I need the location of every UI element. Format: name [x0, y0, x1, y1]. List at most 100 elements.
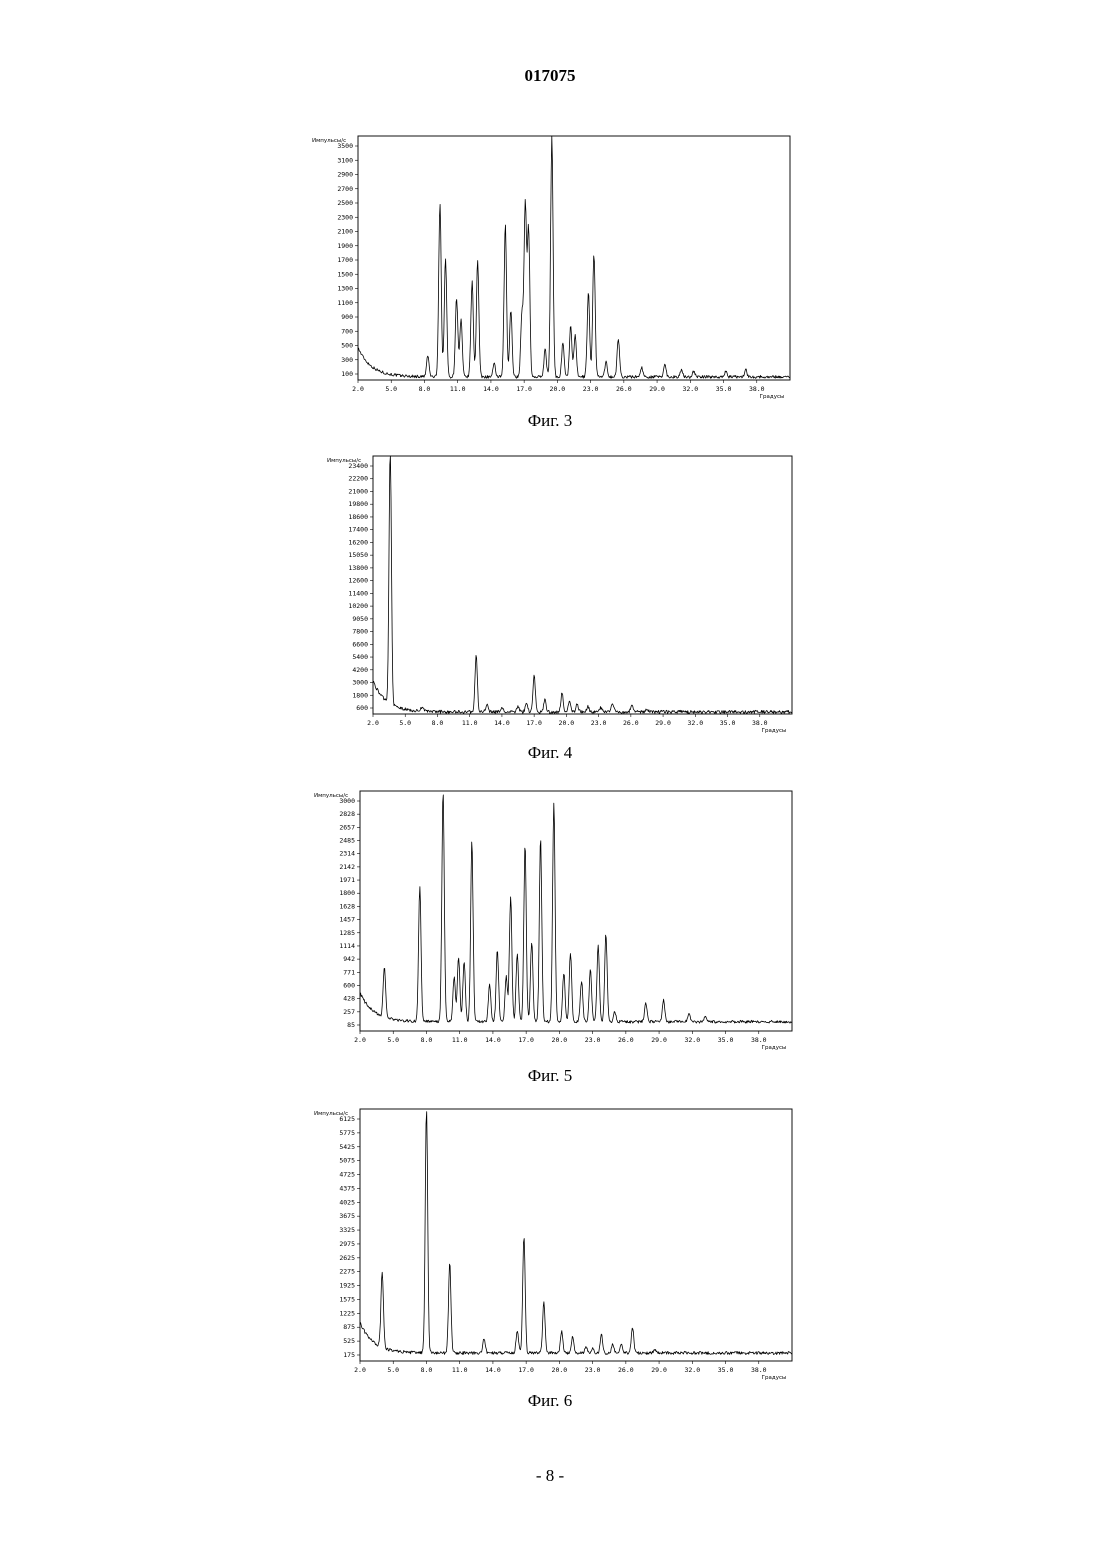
x-tick-label: 26.0	[618, 1036, 634, 1044]
x-tick-label: 20.0	[559, 719, 575, 727]
x-tick-label: 20.0	[552, 1036, 568, 1044]
y-tick-label: 2657	[339, 823, 355, 831]
figure-6-caption: Фиг. 6	[0, 1391, 1100, 1411]
y-tick-label: 21000	[348, 487, 368, 495]
x-tick-label: 20.0	[552, 1366, 568, 1374]
y-tick-label: 1700	[337, 256, 353, 264]
y-tick-label: 1100	[337, 299, 353, 307]
y-tick-label: 2700	[337, 185, 353, 193]
x-tick-label: 26.0	[618, 1366, 634, 1374]
y-tick-label: 257	[343, 1008, 355, 1016]
x-tick-label: 35.0	[718, 1366, 734, 1374]
y-tick-label: 13800	[348, 564, 368, 572]
x-tick-label: 11.0	[452, 1366, 468, 1374]
y-tick-label: 18600	[348, 513, 368, 521]
x-tick-label: 38.0	[751, 1036, 767, 1044]
xrd-figure-6: Импульсы/с612557755425507547254375402536…	[300, 1103, 800, 1398]
y-tick-label: 2500	[337, 199, 353, 207]
xrd-figure-3: Импульсы/с350031002900270025002300210019…	[300, 130, 800, 415]
y-tick-label: 2625	[339, 1254, 355, 1262]
y-tick-label: 11400	[348, 589, 368, 597]
y-tick-label: 428	[343, 995, 355, 1003]
x-tick-label: 35.0	[720, 719, 736, 727]
x-tick-label: 5.0	[387, 1036, 399, 1044]
x-tick-label: 38.0	[752, 719, 768, 727]
y-tick-label: 3000	[339, 797, 355, 805]
y-tick-label: 900	[341, 313, 353, 321]
x-tick-label: 8.0	[421, 1366, 433, 1374]
x-tick-label: 11.0	[462, 719, 478, 727]
x-tick-label: 35.0	[716, 385, 732, 393]
y-tick-label: 2900	[337, 171, 353, 179]
x-tick-label: 17.0	[518, 1036, 534, 1044]
x-tick-label: 14.0	[485, 1036, 501, 1044]
page-number: - 8 -	[0, 1466, 1100, 1486]
x-axis-title: Градусы	[760, 394, 785, 400]
x-tick-label: 14.0	[483, 385, 499, 393]
y-tick-label: 2828	[339, 810, 355, 818]
y-tick-label: 100	[341, 370, 353, 378]
y-tick-label: 2100	[337, 228, 353, 236]
y-tick-label: 875	[343, 1323, 355, 1331]
y-tick-label: 17400	[348, 526, 368, 534]
xrd-figure-4: Импульсы/с234002220021000198001860017400…	[300, 452, 800, 737]
y-tick-label: 1628	[339, 902, 355, 910]
x-tick-label: 11.0	[452, 1036, 468, 1044]
y-tick-label: 15050	[348, 551, 368, 559]
y-tick-label: 6600	[352, 640, 368, 648]
y-tick-label: 7800	[352, 628, 368, 636]
y-tick-label: 4725	[339, 1171, 355, 1179]
figure-3-caption: Фиг. 3	[0, 411, 1100, 431]
x-tick-label: 29.0	[651, 1036, 667, 1044]
y-tick-label: 600	[356, 704, 368, 712]
y-tick-label: 600	[343, 981, 355, 989]
diffraction-trace	[360, 795, 792, 1023]
x-tick-label: 2.0	[367, 719, 379, 727]
y-tick-label: 3500	[337, 142, 353, 150]
y-tick-label: 2485	[339, 837, 355, 845]
diffraction-trace	[360, 1112, 792, 1355]
x-tick-label: 32.0	[684, 1036, 700, 1044]
y-tick-label: 3325	[339, 1226, 355, 1234]
diffraction-trace	[358, 136, 790, 378]
y-tick-label: 1925	[339, 1282, 355, 1290]
y-tick-label: 1285	[339, 929, 355, 937]
y-tick-label: 22200	[348, 475, 368, 483]
x-tick-label: 8.0	[419, 385, 431, 393]
x-tick-label: 29.0	[649, 385, 665, 393]
y-tick-label: 771	[343, 968, 355, 976]
x-tick-label: 14.0	[485, 1366, 501, 1374]
x-tick-label: 29.0	[655, 719, 671, 727]
xrd-chart-6: Импульсы/с612557755425507547254375402536…	[300, 1103, 800, 1398]
x-tick-label: 32.0	[684, 1366, 700, 1374]
x-tick-label: 32.0	[682, 385, 698, 393]
x-tick-label: 14.0	[494, 719, 510, 727]
x-tick-label: 35.0	[718, 1036, 734, 1044]
y-tick-label: 5400	[352, 653, 368, 661]
y-tick-label: 1800	[339, 889, 355, 897]
diffraction-trace	[373, 456, 792, 713]
y-tick-label: 5775	[339, 1129, 355, 1137]
y-tick-label: 4025	[339, 1198, 355, 1206]
y-tick-label: 1900	[337, 242, 353, 250]
y-tick-label: 19800	[348, 500, 368, 508]
x-tick-label: 26.0	[623, 719, 639, 727]
y-tick-label: 6125	[339, 1115, 355, 1123]
x-tick-label: 2.0	[354, 1036, 366, 1044]
plot-frame	[373, 456, 792, 714]
plot-frame	[360, 791, 792, 1031]
y-tick-label: 1500	[337, 270, 353, 278]
y-tick-label: 3100	[337, 156, 353, 164]
document-number: 017075	[0, 66, 1100, 86]
x-tick-label: 29.0	[651, 1366, 667, 1374]
y-tick-label: 2275	[339, 1268, 355, 1276]
y-tick-label: 1300	[337, 285, 353, 293]
y-tick-label: 10200	[348, 602, 368, 610]
xrd-chart-5: Импульсы/с300028282657248523142142197118…	[300, 785, 800, 1070]
x-tick-label: 32.0	[687, 719, 703, 727]
y-tick-label: 2142	[339, 863, 355, 871]
figure-4-caption: Фиг. 4	[0, 743, 1100, 763]
x-tick-label: 11.0	[450, 385, 466, 393]
x-axis-title: Градусы	[762, 1375, 787, 1381]
x-tick-label: 17.0	[526, 719, 542, 727]
